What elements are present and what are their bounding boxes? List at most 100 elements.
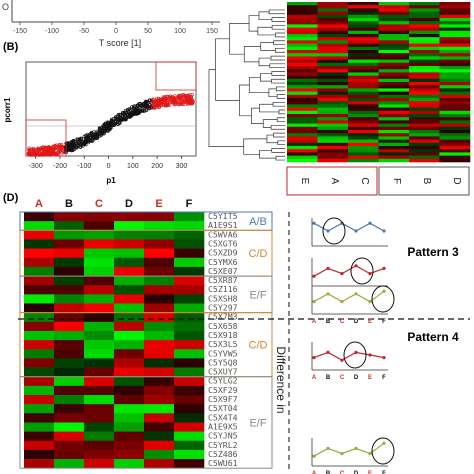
- heatmap-b-cell: [348, 114, 379, 118]
- heatmap-d-cell: [144, 404, 175, 414]
- heatmap-b-cell: [317, 91, 349, 96]
- heatmap-b-cell: [409, 5, 440, 9]
- scatter-point: [133, 104, 137, 108]
- heatmap-b-cell: [287, 11, 318, 16]
- scatter-point: [138, 101, 142, 106]
- heatmap-b-cell: [378, 85, 410, 89]
- top-xlabel: T score [1]: [99, 38, 141, 48]
- heatmap-b-cell: [317, 101, 349, 105]
- heatmap-d: [24, 212, 205, 469]
- top-tick-label: 0: [114, 28, 118, 35]
- heatmap-b-cell: [317, 62, 349, 67]
- heatmap-d-cell: [84, 285, 115, 295]
- heatmap-b-cell: [439, 43, 471, 48]
- top-tick-label: 150: [206, 28, 218, 35]
- scatter-point: [136, 111, 141, 115]
- heatmap-d-cell: [174, 248, 205, 259]
- heatmap-b-cell: [317, 110, 349, 115]
- heatmap-d-cell: [144, 221, 175, 231]
- heatmap-b-cell: [348, 50, 379, 54]
- heatmap-d-cell: [24, 248, 55, 259]
- scatter-point: [183, 99, 187, 103]
- pattern-point: [382, 356, 386, 360]
- heatmap-b-cell: [378, 40, 410, 44]
- scatter-point: [87, 134, 91, 138]
- heatmap-d-cell: [24, 221, 55, 231]
- heatmap-b-cell: [439, 18, 471, 22]
- scatter-point: [109, 125, 113, 129]
- heatmap-b-cell: [409, 155, 440, 160]
- row-label: C5XGT6: [208, 238, 238, 248]
- heatmap-b-cell: [409, 146, 440, 150]
- dendrogram-branch: [243, 46, 261, 63]
- heatmap-d-cell: [24, 276, 55, 286]
- heatmap-d-cell: [84, 449, 115, 460]
- heatmap-b-cell: [439, 139, 471, 144]
- dendrogram-branch: [277, 140, 285, 146]
- pattern-point: [354, 229, 358, 233]
- heatmap-b-cell: [317, 5, 349, 9]
- heatmap-b-cell: [409, 43, 440, 48]
- row-label: A1E9S1: [208, 220, 238, 230]
- scatter-point: [42, 145, 46, 149]
- heatmap-b-cell: [348, 139, 379, 144]
- heatmap-d-cell: [114, 413, 145, 423]
- scatter-point: [86, 138, 90, 142]
- heatmap-d-cell: [114, 358, 145, 368]
- top-tick-labels: -150 -100 -50 0 50 100 150: [13, 22, 218, 35]
- scatter-point: [123, 117, 128, 121]
- heatmap-d-cell: [54, 257, 85, 268]
- column-label-b: B: [65, 198, 73, 210]
- heatmap-b-cell: [317, 66, 349, 70]
- heatmap-d-cell: [174, 449, 205, 460]
- heatmap-b-cell: [439, 123, 471, 128]
- scatter-point: [28, 150, 32, 154]
- heatmap-b-cell: [287, 50, 318, 54]
- heatmap-d-cell: [24, 367, 55, 377]
- heatmap-b-cell: [409, 126, 440, 131]
- heatmap-b-cell: [439, 21, 471, 25]
- heatmap-b-cell: [287, 56, 318, 60]
- scatter-point: [116, 122, 120, 126]
- heatmap-d-cell: [114, 440, 145, 451]
- heatmap-b-cell: [348, 123, 379, 128]
- heatmap-b-cell: [439, 50, 471, 54]
- heatmap-b-cell: [409, 130, 440, 134]
- heatmap-b-cell: [317, 11, 349, 16]
- scatter-point: [40, 147, 44, 151]
- scatter-point: [56, 151, 61, 155]
- dendrogram-branch: [208, 69, 244, 147]
- scatter-tick-label: -300: [29, 163, 43, 170]
- heatmap-b-cell: [317, 40, 349, 44]
- heatmap-b-cell: [378, 133, 410, 137]
- heatmap-d-cell: [54, 422, 85, 432]
- pattern-mini-charts: A B C D E F A B C D E F A B C D E F: [311, 217, 395, 474]
- dendrogram-branch: [276, 117, 285, 122]
- dendrogram-branch: [260, 42, 276, 51]
- dendrogram-branch: [260, 73, 272, 82]
- scatter-point: [44, 149, 48, 153]
- column-label-e: E: [155, 198, 162, 210]
- heatmap-b-cell: [378, 43, 410, 48]
- pattern-axis-letter: C: [340, 471, 345, 474]
- dendrogram-branch: [271, 24, 285, 30]
- heatmap-b-cell: [348, 11, 379, 16]
- heatmap-b-cell: [378, 82, 410, 86]
- heatmap-b-cell: [348, 91, 379, 96]
- heatmap-b-cell: [348, 88, 379, 92]
- dendrogram-branch: [273, 132, 285, 138]
- heatmap-b-cell: [378, 142, 410, 147]
- scatter-point: [181, 93, 185, 97]
- heatmap-b-cell: [378, 110, 410, 115]
- heatmap-b-cell: [317, 114, 349, 118]
- heatmap-b-cell: [348, 62, 379, 67]
- heatmap-b-cell: [378, 130, 410, 134]
- heatmap-b-cell: [439, 37, 471, 41]
- heatmap-b-column-label: D: [451, 177, 462, 184]
- group-label: E/F: [249, 418, 266, 430]
- pattern-axis-letter: C: [340, 375, 345, 381]
- heatmap-b-cell: [348, 30, 379, 35]
- heatmap-b-cell: [348, 24, 379, 28]
- scatter-point: [94, 133, 98, 137]
- scatter-point: [132, 109, 136, 114]
